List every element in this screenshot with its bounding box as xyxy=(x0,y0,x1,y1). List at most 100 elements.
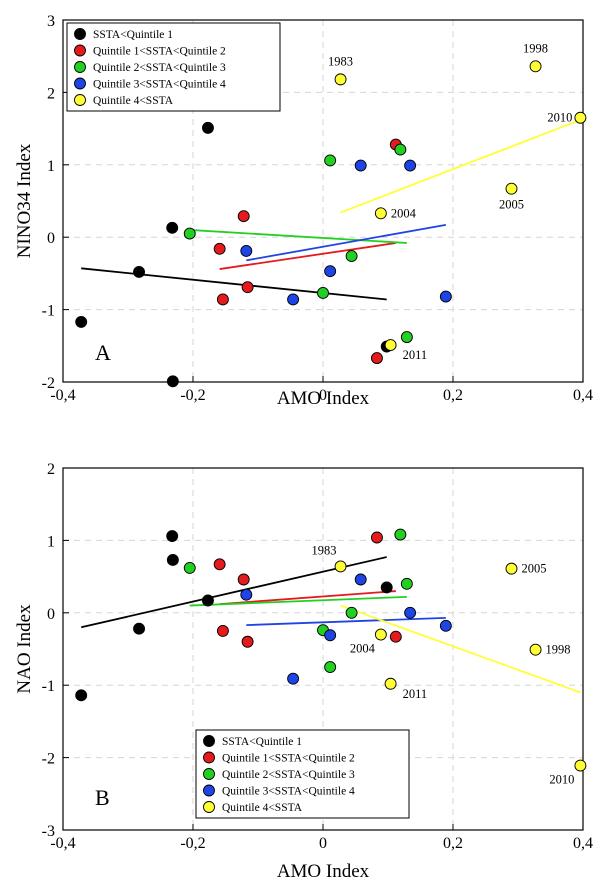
panel-b-point-series-3 xyxy=(324,661,337,674)
panel-a-y-tick-label: 2 xyxy=(47,85,55,102)
panel-a-year-annotation: 1983 xyxy=(328,54,353,68)
panel-a-legend-marker-series-1 xyxy=(74,28,86,40)
panel-a-legend-label-series-4: Quintile 3<SSTA<Quintile 4 xyxy=(93,79,226,91)
panel-a-point-series-1 xyxy=(166,375,179,388)
panel-a-y-axis-label: NINO34 Index xyxy=(14,143,35,258)
panel-b-x-tick-label: -0,2 xyxy=(180,835,205,852)
panel-a-point-series-4 xyxy=(354,159,367,172)
panel-a-point-series-3 xyxy=(345,250,358,262)
panel-b-point-series-3 xyxy=(183,561,196,574)
panel-b-x-tick-label: 0,2 xyxy=(443,835,463,852)
panel-b-point-series-5 xyxy=(529,643,542,656)
panel-b-point-series-2 xyxy=(237,573,250,586)
panel-a-fit-line-series-1 xyxy=(81,267,387,301)
panel-b-point-series-2 xyxy=(213,558,226,571)
panel-a-legend-label-series-5: Quintile 4<SSTA xyxy=(93,95,174,107)
panel-a-point-series-1 xyxy=(75,315,88,328)
panel-b-y-tick-label: -1 xyxy=(42,678,55,695)
panel-b-legend-label-series-2: Quintile 1<SSTA<Quintile 2 xyxy=(222,753,355,765)
panel-a-y-tick-label: -2 xyxy=(42,375,55,392)
panel-b-point-series-1 xyxy=(166,530,179,543)
panel-a-point-series-5 xyxy=(384,339,397,352)
panel-a-x-tick-label: -0,4 xyxy=(50,387,75,404)
panel-b-y-tick-label: -2 xyxy=(42,751,55,768)
panel-b-year-annotation: 1983 xyxy=(312,543,337,557)
panel-a-point-series-3 xyxy=(317,286,329,299)
panel-a-point-series-3 xyxy=(394,143,407,156)
panel-a-x-tick-label: 0,4 xyxy=(573,387,593,404)
panel-a-point-series-2 xyxy=(237,210,250,223)
panel-a-y-tick-label: -1 xyxy=(42,303,55,320)
panel-b-point-series-3 xyxy=(345,606,358,619)
panel-a-point-series-4 xyxy=(439,290,452,303)
panel-a-legend-marker-series-5 xyxy=(74,94,86,106)
panel-b-point-series-3 xyxy=(394,528,407,541)
panel-a-point-series-4 xyxy=(287,293,300,306)
panel-b-point-series-4 xyxy=(240,588,253,601)
panel-a-x-axis-label: AMO Index xyxy=(277,388,370,409)
panel-b-year-annotation: 2005 xyxy=(522,562,547,576)
panel-a-x-tick-label: 0 xyxy=(319,387,327,404)
panel-b-x-tick-label: 0,4 xyxy=(573,835,593,852)
panel-b-legend-label-series-4: Quintile 3<SSTA<Quintile 4 xyxy=(222,786,355,798)
panel-b-point-series-5 xyxy=(334,560,347,573)
panel-b-point-series-2 xyxy=(241,635,254,648)
panel-a-x-tick-label: -0,2 xyxy=(180,387,205,404)
panel-a-point-series-2 xyxy=(371,352,383,365)
panel-b-point-series-4 xyxy=(439,619,452,632)
panel-b-point-series-1 xyxy=(75,689,88,702)
panel-a-legend-marker-series-2 xyxy=(74,44,86,57)
panel-a-legend-marker-series-3 xyxy=(74,61,86,73)
panel-a-panel-label: A xyxy=(95,340,111,365)
panel-a-legend: SSTA<Quintile 1 Quintile 1<SSTA<Quintile … xyxy=(66,22,281,112)
panel-a-point-series-3 xyxy=(400,331,413,344)
panel-b-legend-marker-series-2 xyxy=(203,751,215,764)
panel-a-fit-line-series-4 xyxy=(246,224,447,262)
panel-a-year-annotation: 2011 xyxy=(403,348,428,362)
panel-a-legend-marker-series-4 xyxy=(74,77,86,90)
panel-a-point-series-1 xyxy=(133,266,146,278)
panel-a-fit-line-series-2 xyxy=(219,242,396,270)
panel-b-point-series-2 xyxy=(371,531,383,544)
panel-b-year-annotation: 1998 xyxy=(546,643,571,657)
panel-a-fit-line-series-3 xyxy=(189,229,407,244)
panel-b-y-tick-label: -3 xyxy=(42,823,55,840)
panel-b-point-series-4 xyxy=(354,573,367,586)
panel-b-year-annotation: 2004 xyxy=(350,642,376,656)
panel-a-point-series-5 xyxy=(574,111,587,124)
panel-b-legend: SSTA<Quintile 1 Quintile 1<SSTA<Quintile … xyxy=(195,729,410,819)
panel-a-point-series-1 xyxy=(201,121,214,134)
panel-b-point-series-1 xyxy=(166,553,179,566)
panel-b-legend-marker-series-5 xyxy=(203,801,215,813)
panel-b-point-series-4 xyxy=(287,672,300,685)
panel-a-point-series-5 xyxy=(374,207,387,220)
panel-a-year-annotation: 2010 xyxy=(547,111,572,125)
panel-a-legend-label-series-1: SSTA<Quintile 1 xyxy=(93,29,173,41)
panel-b-point-series-5 xyxy=(374,628,387,641)
panel-b-point-series-5 xyxy=(574,759,587,772)
panel-b-year-annotation: 2010 xyxy=(549,773,574,787)
panel-a-point-series-1 xyxy=(166,221,179,234)
panel-b-y-axis-label: NAO Index xyxy=(14,604,35,694)
panel-b-point-series-2 xyxy=(389,630,402,643)
panel-a-x-tick-label: 0,2 xyxy=(443,387,463,404)
panel-b-point-series-4 xyxy=(324,629,337,642)
panel-b-point-series-3 xyxy=(400,577,413,590)
panel-a-fit-line-series-5 xyxy=(340,119,581,214)
panel-b-chart: -0,4 -0,2 0 0,2 0,4 -3 -2 -1 0 1 2 AMO Index NAO Ind… xyxy=(14,461,593,882)
panel-b-point-series-1 xyxy=(133,622,146,635)
panel-b-x-tick-label: 0 xyxy=(319,835,327,852)
panel-b-y-tick-label: 1 xyxy=(47,533,55,550)
panel-a-point-series-4 xyxy=(324,265,337,278)
panel-a-point-series-2 xyxy=(216,293,229,306)
panel-a-legend-label-series-2: Quintile 1<SSTA<Quintile 2 xyxy=(93,46,226,58)
panel-a-y-tick-label: 1 xyxy=(47,158,55,175)
panel-a-year-annotation: 1998 xyxy=(523,41,548,55)
panel-a-year-annotation: 2005 xyxy=(499,198,524,212)
panel-a-point-series-5 xyxy=(505,182,518,195)
panel-b-y-tick-label: 2 xyxy=(47,461,55,478)
panel-b-fit-line-series-5 xyxy=(340,604,581,694)
panel-b-fit-line-series-4 xyxy=(246,616,446,627)
